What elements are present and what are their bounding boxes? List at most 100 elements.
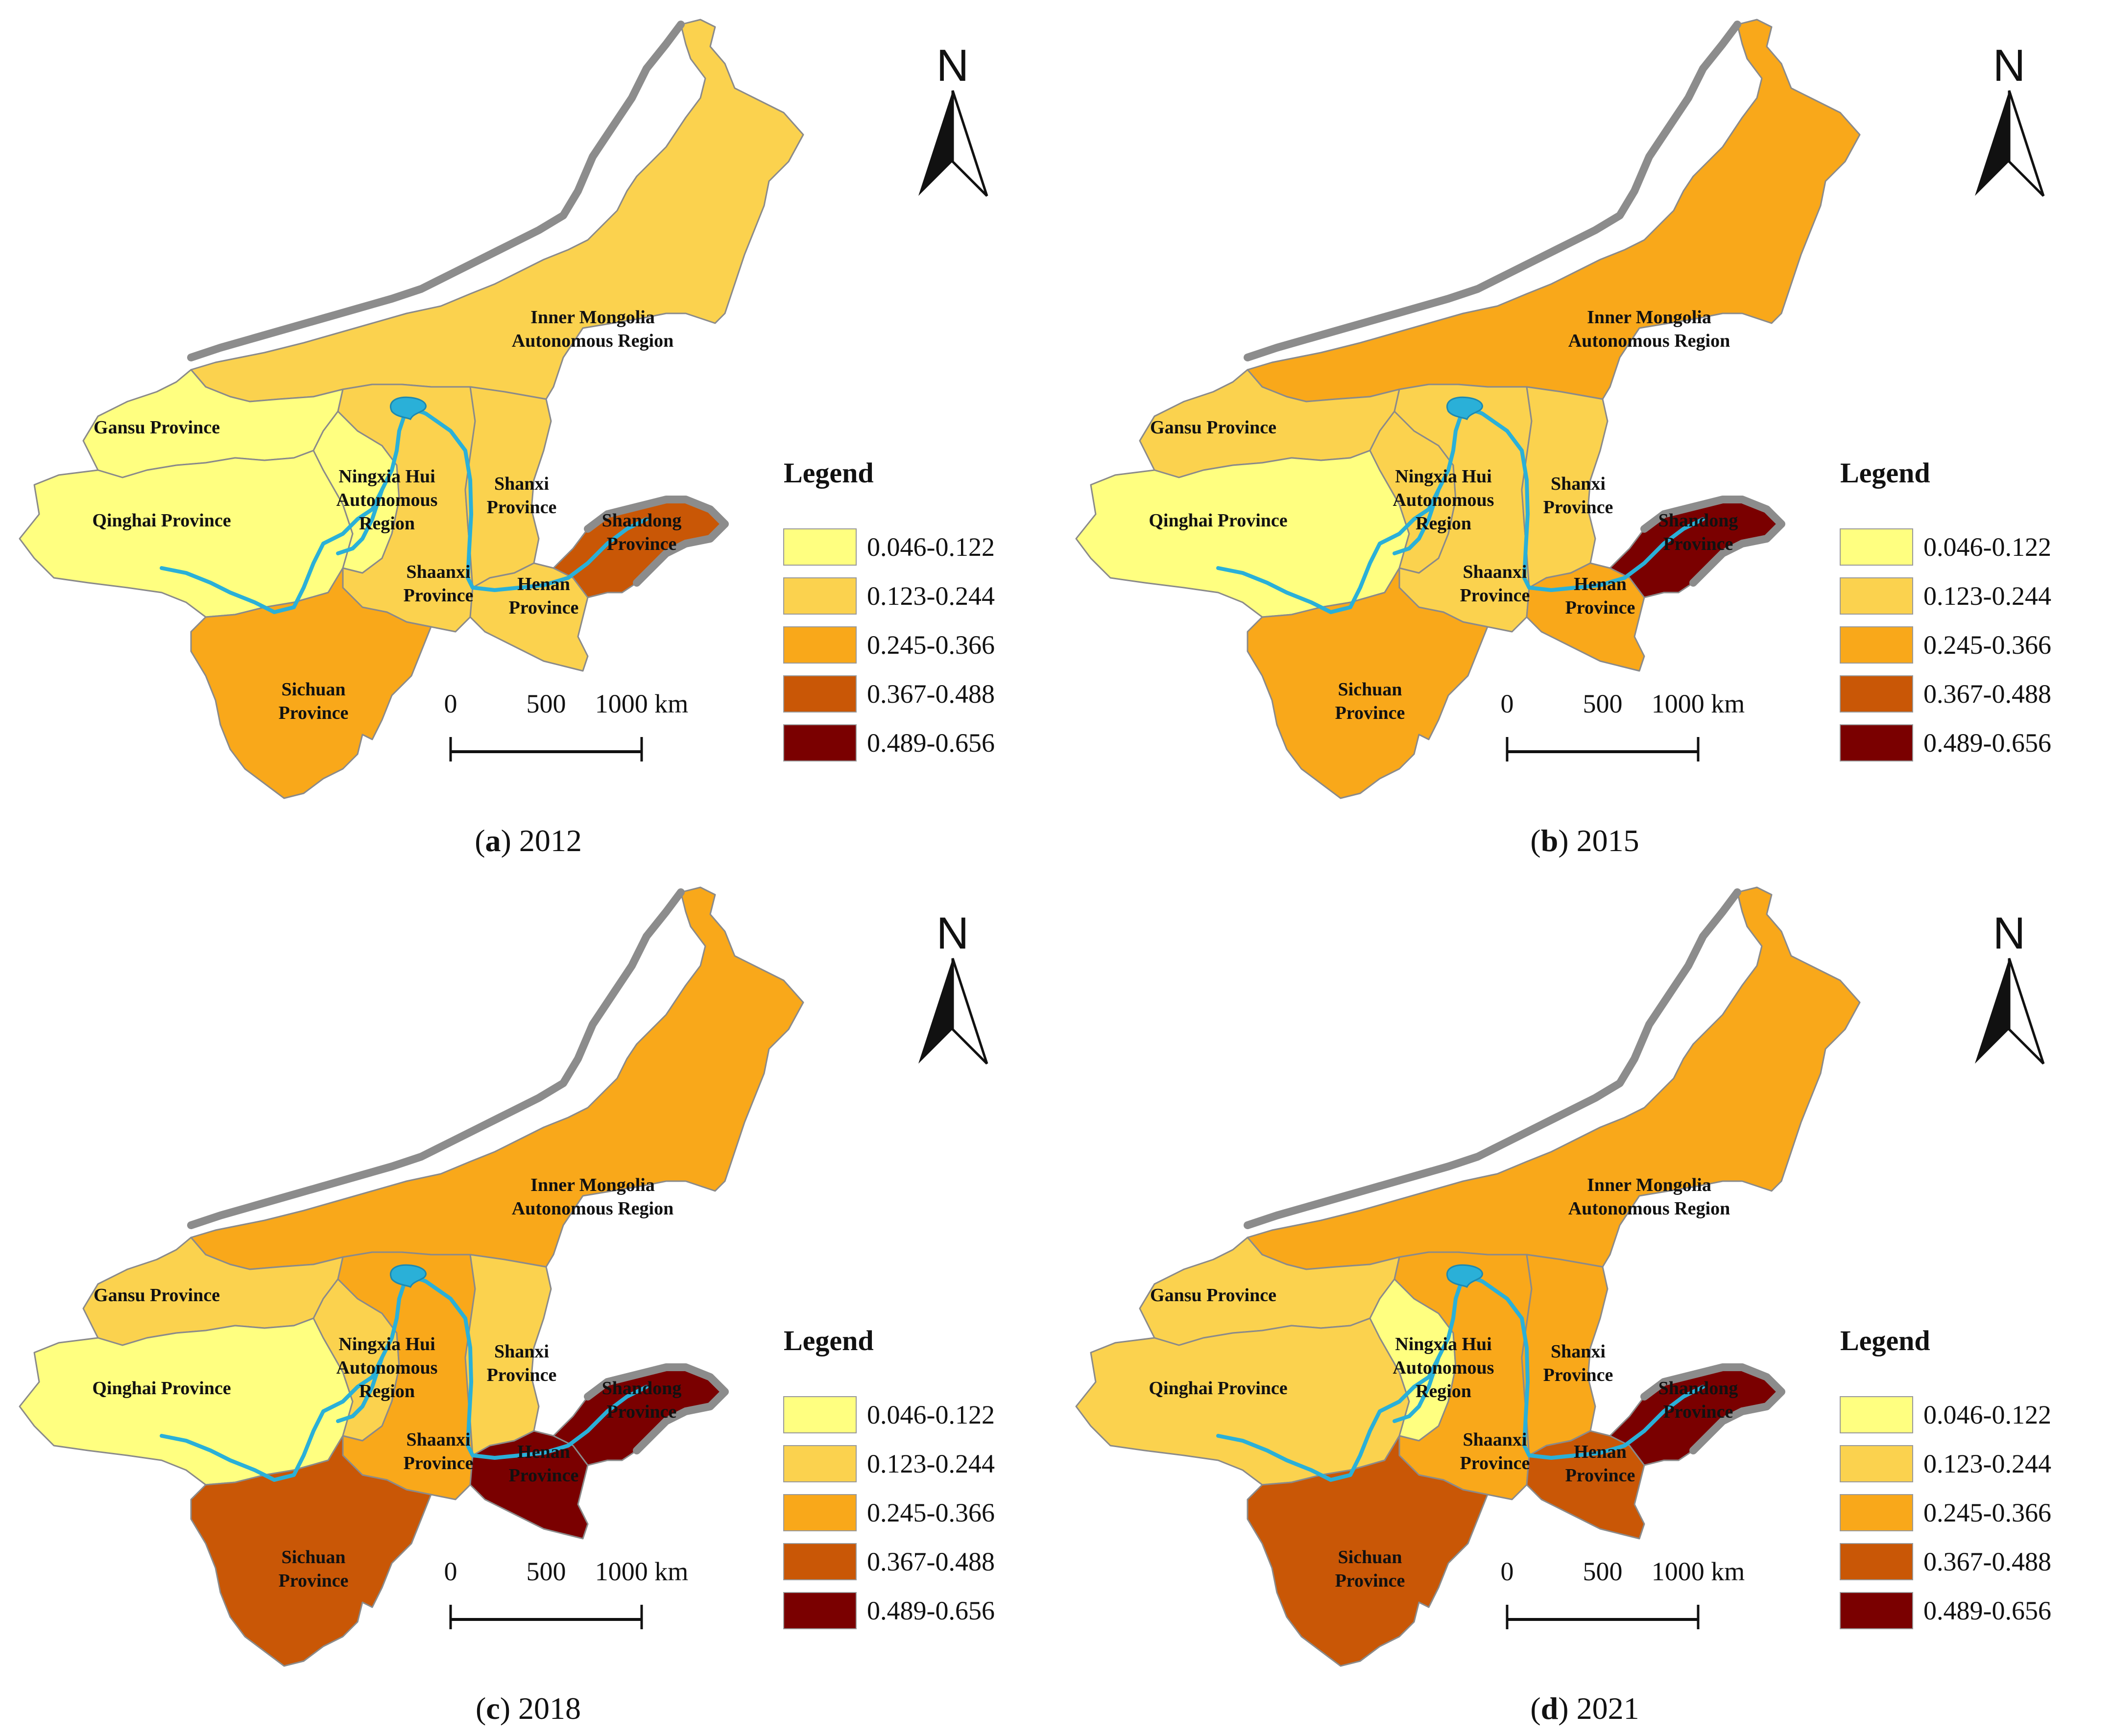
province-label-line: Qinghai Province — [1149, 510, 1287, 531]
north-arrow: N — [1975, 908, 2045, 1065]
legend-range-label: 0.367-0.488 — [1923, 679, 2051, 709]
province-label-sichuan: Sichuan Province — [279, 679, 349, 723]
province-label-line: Autonomous — [336, 490, 438, 510]
province-label-line: Province — [509, 597, 579, 618]
legend-swatch — [1840, 724, 1913, 761]
province-label-shaanxi: Shaanxi Province — [404, 562, 474, 606]
scale-bar: 0 500 1000 km — [444, 689, 689, 761]
panel-year: 2015 — [1576, 823, 1639, 858]
province-label-line: Inner Mongolia — [530, 307, 655, 328]
province-label-line: Province — [1663, 1402, 1733, 1422]
province-label-shaanxi: Shaanxi Province — [1460, 1429, 1530, 1474]
legend-range-label: 0.046-0.122 — [1923, 532, 2051, 562]
province-label-line: Shanxi — [1551, 474, 1606, 494]
legend-title: Legend — [784, 457, 874, 489]
province-label-shandong: Shandong Province — [1658, 1378, 1738, 1422]
province-label-shaanxi: Shaanxi Province — [404, 1429, 474, 1474]
north-label: N — [936, 41, 969, 91]
province-label-shandong: Shandong Province — [602, 510, 682, 554]
region-sichuan — [1247, 1435, 1489, 1667]
province-label-ningxia: Ningxia Hui Autonomous Region — [336, 466, 438, 534]
legend-swatch — [1840, 1494, 1913, 1531]
province-label-line: Province — [607, 1402, 677, 1422]
lake — [1446, 396, 1483, 421]
scale-bar: 0 500 1000 km — [444, 1557, 688, 1629]
legend-swatch — [1840, 675, 1913, 713]
province-label-line: Gansu Province — [94, 417, 220, 438]
map-canvas: Inner Mongolia Autonomous Region Gansu Pro… — [1075, 886, 2051, 1667]
province-label-shandong: Shandong Province — [602, 1378, 682, 1422]
north-label: N — [1993, 908, 2025, 958]
province-label-line: Province — [279, 703, 349, 723]
north-label: N — [1993, 41, 2025, 91]
panel-year: 2012 — [519, 823, 582, 858]
region-inner-mongolia — [190, 886, 804, 1270]
north-arrow: N — [918, 41, 988, 197]
legend-range-label: 0.489-0.656 — [867, 1596, 995, 1625]
province-label-shaanxi: Shaanxi Province — [1460, 562, 1530, 606]
region-sichuan — [190, 1435, 432, 1667]
province-label-qinghai: Qinghai Province — [1149, 510, 1287, 531]
legend-swatch — [783, 1543, 857, 1580]
province-label-line: Inner Mongolia — [1587, 307, 1711, 328]
province-label-line: Autonomous Region — [1568, 1198, 1730, 1219]
north-arrow-left-half — [1975, 958, 2009, 1064]
scale-tick-label: 1000 km — [595, 689, 689, 718]
river-tributary — [336, 488, 384, 555]
province-label-ningxia: Ningxia Hui Autonomous Region — [1393, 466, 1494, 534]
scale-tick-label: 1000 km — [1652, 1557, 1745, 1586]
river-tributary — [336, 1356, 384, 1423]
province-label-line: Qinghai Province — [1149, 1378, 1287, 1399]
region-sichuan — [1247, 567, 1489, 799]
north-arrow-right-half — [2008, 90, 2045, 197]
province-label-henan: Henan Province — [1565, 1442, 1635, 1486]
panel-letter: b — [1540, 823, 1559, 858]
province-label-line: Autonomous — [1393, 1357, 1494, 1378]
north-arrow: N — [918, 908, 988, 1065]
panel-caption: (a) 2012 — [475, 823, 582, 858]
province-label-qinghai: Qinghai Province — [1149, 1378, 1287, 1399]
panel-caption: (b) 2015 — [1530, 823, 1639, 858]
legend-swatch — [1840, 1543, 1913, 1580]
province-label-line: Province — [1460, 1453, 1530, 1474]
panel-letter: d — [1540, 1691, 1559, 1726]
panel-year: 2021 — [1576, 1691, 1639, 1726]
legend-title: Legend — [1840, 457, 1930, 489]
legend-range-label: 0.123-0.244 — [867, 581, 995, 611]
north-arrow-left-half — [918, 958, 953, 1064]
legend-range-label: 0.245-0.366 — [867, 1498, 995, 1527]
province-label-sichuan: Sichuan Province — [1335, 1547, 1405, 1591]
scale-tick-label: 0 — [1501, 689, 1514, 718]
coastline — [1244, 888, 1785, 1454]
province-label-gansu: Gansu Province — [1150, 417, 1276, 438]
province-label-line: Shaanxi — [1463, 1429, 1527, 1450]
legend: Legend 0.046-0.122 0.123-0.244 0.245-0.366 0… — [1840, 1325, 2051, 1629]
lake — [390, 1264, 427, 1288]
map-group: Inner Mongolia Autonomous Region Gansu Pro… — [1075, 886, 1861, 1667]
legend-swatch — [783, 1396, 857, 1433]
legend: Legend 0.046-0.122 0.123-0.244 0.245-0.366 0… — [1840, 457, 2051, 761]
map-group: Inner Mongolia Autonomous Region Gansu Pro… — [1075, 19, 1861, 799]
map-canvas: Inner Mongolia Autonomous Region Gansu Pro… — [19, 19, 995, 799]
province-label-line: Sichuan — [1338, 679, 1402, 700]
province-label-line: Shanxi — [1551, 1341, 1606, 1362]
province-label-line: Province — [487, 497, 557, 518]
coastline — [1244, 21, 1785, 587]
legend-range-label: 0.367-0.488 — [1923, 1547, 2051, 1576]
legend-title: Legend — [1840, 1325, 1930, 1356]
scale-tick-label: 500 — [527, 1557, 566, 1586]
north-arrow-right-half — [2008, 958, 2045, 1065]
province-label-line: Province — [404, 585, 474, 606]
province-label-qinghai: Qinghai Province — [92, 510, 231, 531]
legend-swatch — [783, 675, 857, 713]
province-label-line: Shandong — [1658, 510, 1738, 531]
legend-swatch — [1840, 626, 1913, 664]
province-label-line: Qinghai Province — [92, 1378, 231, 1399]
province-label-line: Sichuan — [1338, 1547, 1402, 1568]
legend-swatch — [1840, 528, 1913, 566]
coastline — [187, 21, 729, 587]
province-label-line: Ningxia Hui — [1395, 466, 1491, 487]
scale-tick-label: 500 — [1583, 689, 1623, 718]
province-label-line: Province — [279, 1570, 349, 1591]
